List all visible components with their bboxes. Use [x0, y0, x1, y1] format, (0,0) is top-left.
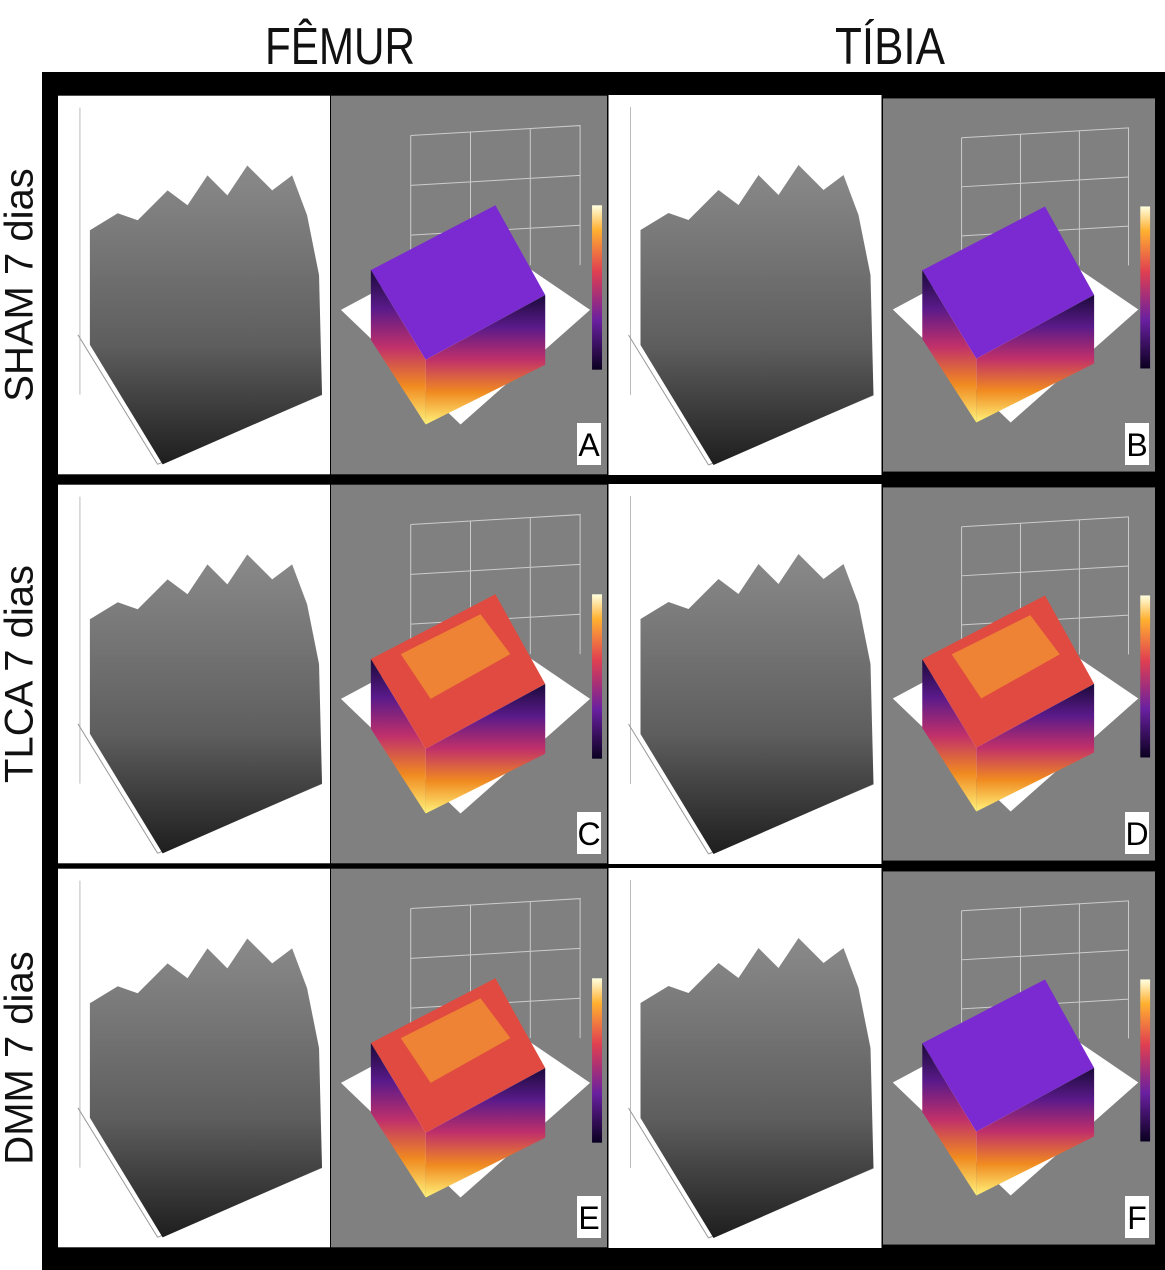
row-label: DMM 7 dias	[0, 951, 42, 1164]
surface-panel	[609, 484, 882, 864]
figure: FÊMUR TÍBIA A B C D E F SHAM 7 dias TLCA 7 dia…	[0, 0, 1165, 1270]
row-label: SHAM 7 dias	[0, 168, 42, 401]
panel-grid: A B C D E F	[58, 95, 1155, 1248]
panel-letter: F	[1127, 1200, 1147, 1236]
surface-panel	[609, 95, 882, 475]
heatmap-panel	[883, 98, 1155, 471]
panel-letter: E	[578, 1200, 599, 1236]
surface-panel	[58, 96, 330, 475]
column-header: FÊMUR	[265, 18, 415, 76]
panel-letter: C	[577, 816, 600, 852]
surface-panel	[58, 869, 330, 1248]
surface-panel	[58, 485, 330, 864]
heatmap-panel	[331, 485, 607, 864]
panel-letter: D	[1125, 816, 1148, 852]
heatmap-panel	[883, 871, 1155, 1244]
heatmap-panel	[883, 487, 1155, 860]
panel-letter: A	[578, 427, 600, 463]
heatmap-panel	[331, 96, 607, 475]
panel-letter: B	[1126, 427, 1147, 463]
heatmap-panel	[331, 869, 607, 1248]
surface-panel	[609, 868, 882, 1248]
column-header: TÍBIA	[835, 18, 945, 76]
row-label: TLCA 7 dias	[0, 565, 42, 783]
